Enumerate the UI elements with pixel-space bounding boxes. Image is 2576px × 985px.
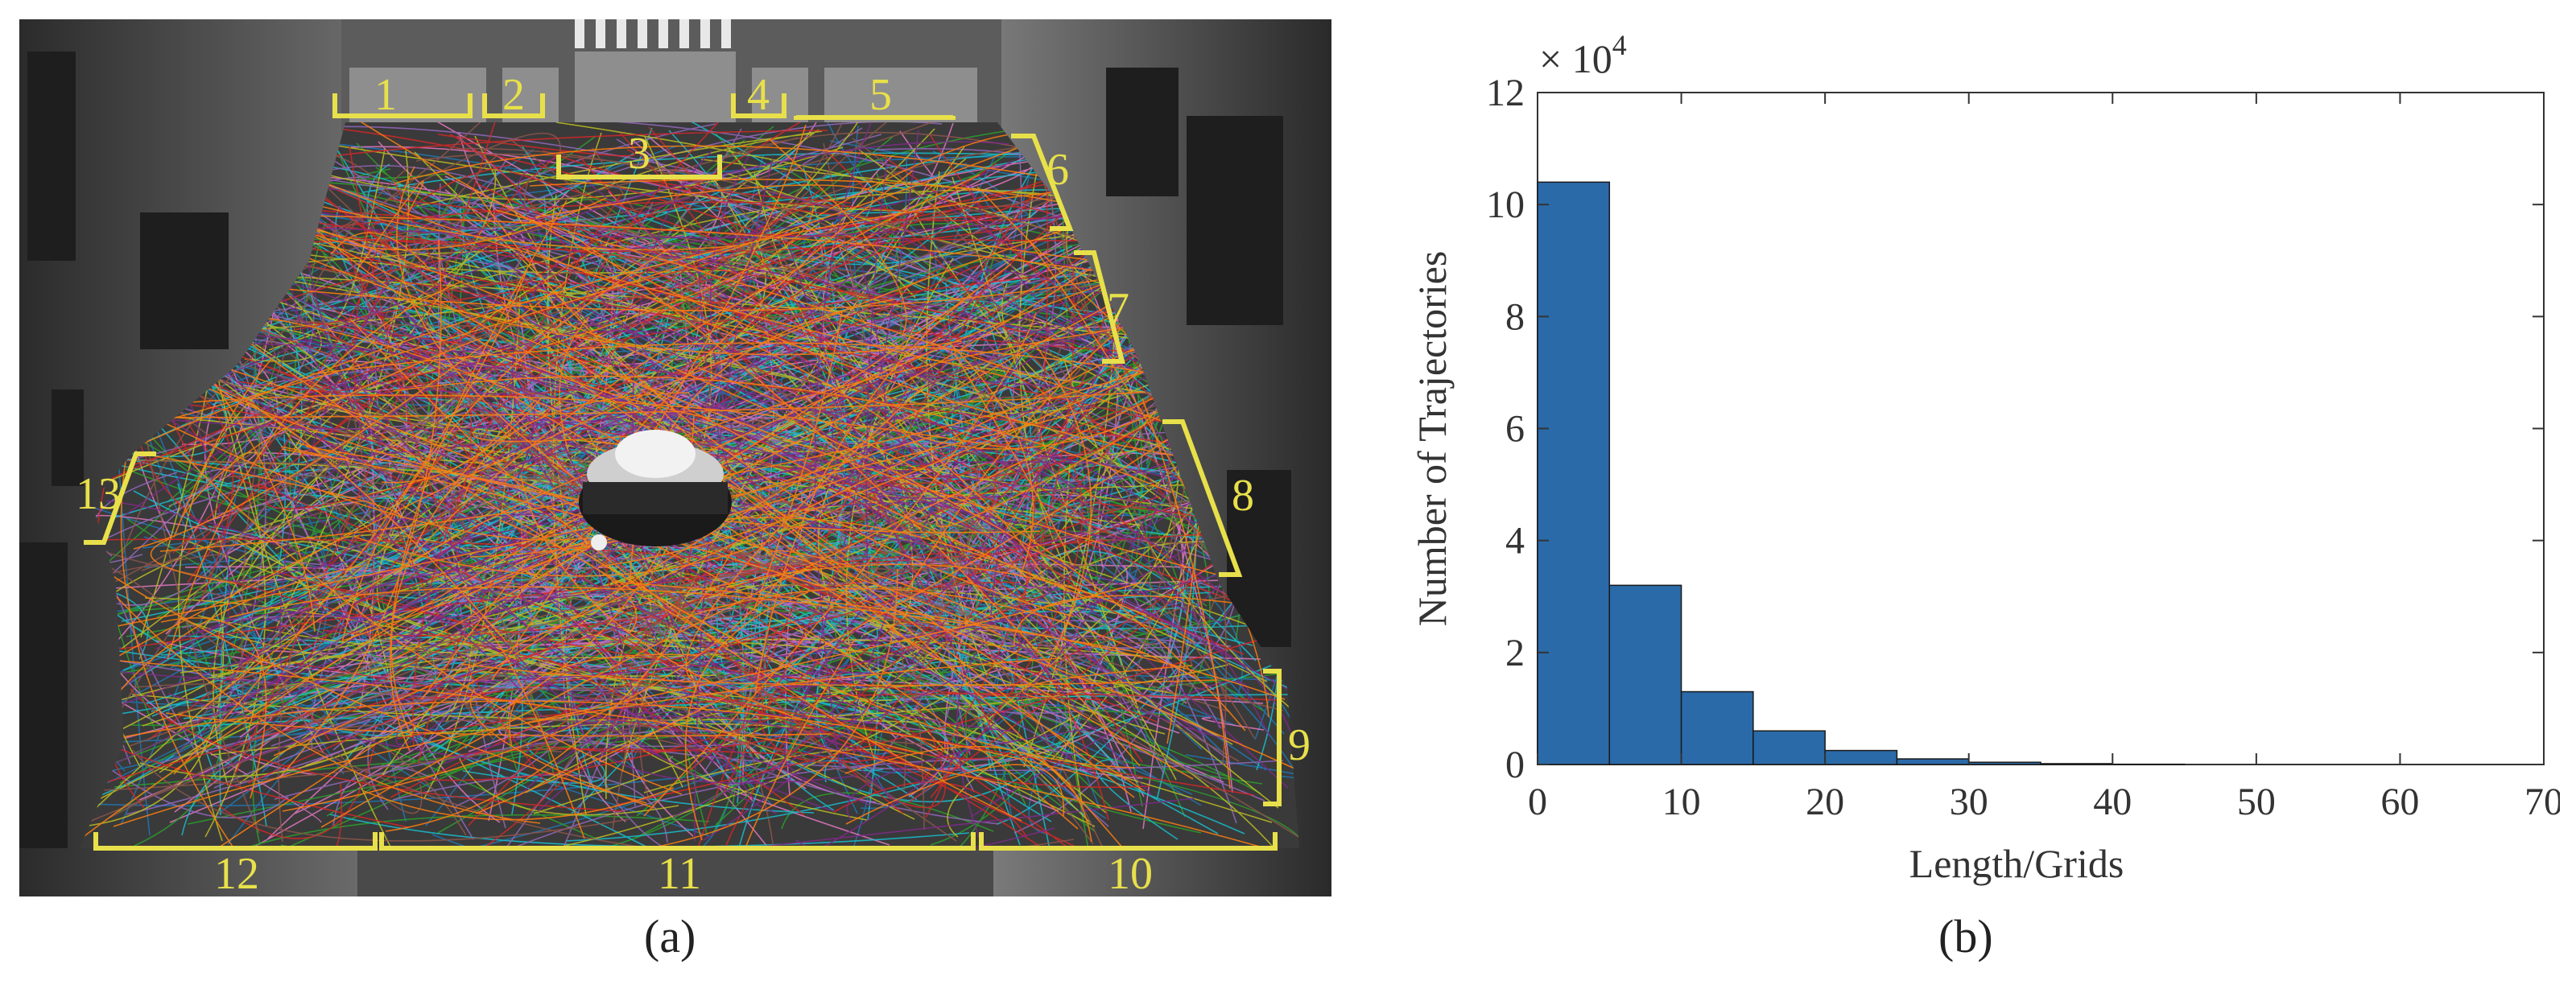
x-tick-label: 20 [1806, 781, 1844, 823]
entrance-label: 4 [747, 70, 770, 120]
x-axis-label: Length/Grids [1909, 841, 2124, 886]
caption-b: (b) [1938, 910, 1993, 962]
y-multiplier: × 104 [1539, 29, 1627, 81]
plot-frame [1537, 92, 2545, 765]
x-tick-label: 60 [2380, 781, 2419, 823]
y-tick-label: 12 [1486, 72, 1525, 114]
histogram-panel: 0 10 20 30 40 50 60 70 0 2 4 6 8 10 12 × 104 Length/Gr… [1368, 16, 2563, 901]
chart-axes [1537, 92, 2545, 765]
histogram-bar [1824, 749, 1898, 765]
entrance-label: 5 [869, 70, 892, 120]
y-tick-label: 4 [1505, 520, 1525, 563]
entrance-bracket [482, 93, 545, 118]
x-tick-label: 50 [2237, 781, 2276, 823]
y-tick-label: 0 [1505, 744, 1525, 786]
left-wall-details [19, 52, 229, 848]
entrance-bracket [731, 93, 786, 118]
histogram-bar [1608, 584, 1682, 765]
back-wall-arches [349, 52, 977, 132]
x-tick-label: 0 [1528, 781, 1547, 823]
entrance-label: 6 [1046, 145, 1069, 195]
information-booth [579, 430, 732, 550]
y-axis-label: Number of Trajectories [1410, 251, 1455, 627]
entrance-label: 7 [1107, 284, 1129, 334]
entrance-label: 1 [374, 70, 397, 120]
ceiling-stripes [575, 19, 731, 48]
histogram-bar [2040, 763, 2114, 765]
y-multiplier-base: × 10 [1539, 36, 1612, 81]
entrance-label: 8 [1232, 471, 1254, 521]
x-tick-label: 70 [2524, 781, 2560, 823]
entrance-bracket [1011, 134, 1074, 231]
entrance-bracket [332, 93, 473, 118]
axis-ticks: 0 10 20 30 40 50 60 70 0 2 4 6 8 10 12 [1486, 72, 2563, 823]
entrance-bracket [1263, 669, 1282, 806]
histogram-bars [1537, 181, 2186, 765]
y-tick-label: 8 [1505, 295, 1525, 338]
histogram-bar [1537, 181, 1611, 765]
entrance-bracket [379, 832, 976, 851]
entrance-label: 2 [502, 70, 525, 120]
right-wall-details [1106, 68, 1291, 647]
y-tick-label: 6 [1505, 408, 1525, 451]
trajectory-group [80, 122, 1299, 848]
entrance-bracket [93, 832, 378, 851]
x-tick-label: 10 [1662, 781, 1701, 823]
entrance-bracket [556, 155, 722, 179]
entrance-label: 10 [1108, 849, 1153, 896]
y-multiplier-exp: 4 [1612, 29, 1627, 61]
x-tick-label: 40 [2093, 781, 2132, 823]
histogram-bar [1896, 758, 1970, 765]
entrance-bracket [1162, 419, 1243, 577]
entrance-label: 12 [214, 849, 259, 896]
entrance-label: 13 [76, 469, 121, 519]
trajectory-lines [80, 122, 1299, 848]
entrance-brackets [84, 93, 1282, 851]
entrance-bracket [84, 451, 156, 545]
trajectory-image-panel: 1 2 3 4 5 6 7 8 9 10 11 12 13 [19, 19, 1331, 899]
histogram-bar [1752, 730, 1826, 765]
y-tick-label: 10 [1486, 183, 1525, 226]
x-tick-label: 30 [1950, 781, 1988, 823]
y-tick-label: 2 [1505, 632, 1525, 674]
entrance-bracket [979, 832, 1278, 851]
entrance-label: 9 [1288, 720, 1311, 770]
entrance-label: 11 [658, 849, 701, 896]
histogram-bar [1680, 690, 1754, 765]
entrance-label: 3 [628, 129, 650, 179]
entrance-bracket [794, 115, 956, 120]
entrance-bracket [1074, 250, 1125, 364]
histogram-bar [1967, 761, 2041, 765]
caption-a: (a) [644, 910, 696, 962]
